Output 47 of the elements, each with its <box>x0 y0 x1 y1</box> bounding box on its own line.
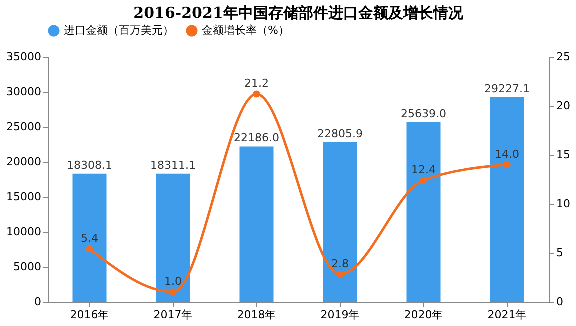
bar <box>156 174 190 302</box>
point <box>253 90 260 98</box>
y2-tick-label: 20 <box>556 100 570 112</box>
y-tick-label: 15000 <box>6 190 42 204</box>
y2-tick-label: 10 <box>556 198 570 210</box>
data-label: 22186.0 <box>234 132 280 145</box>
y2-tick-label: 0 <box>556 296 564 308</box>
data-label: 2.8 <box>332 258 349 271</box>
data-label: 21.2 <box>244 77 269 90</box>
data-label: 5.4 <box>81 232 98 246</box>
x-tick-label: 2019年 <box>320 308 360 322</box>
data-label: 18311.1 <box>150 158 196 172</box>
point <box>86 246 94 253</box>
y2-tick-label: 15 <box>556 148 570 162</box>
y-tick-label: 10000 <box>6 226 42 238</box>
y-tick-label: 5000 <box>14 260 42 274</box>
chart-title: 2016-2021年中国存储部件进口金额及增长情况 <box>134 4 464 22</box>
data-label: 1.0 <box>164 275 182 288</box>
legend-label: 进口金额（百万美元） <box>64 24 174 37</box>
data-label: 14.0 <box>495 148 520 161</box>
point <box>420 176 428 184</box>
y-tick-label: 30000 <box>6 86 42 98</box>
x-tick-label: 2018年 <box>237 308 276 322</box>
point <box>170 288 177 296</box>
x-tick-label: 2016年 <box>70 308 110 322</box>
x-tick-label: 2020年 <box>404 308 444 322</box>
data-label: 25639.0 <box>401 108 446 121</box>
point <box>504 161 511 168</box>
y2-tick-label: 25 <box>556 50 570 64</box>
data-label: 18308.1 <box>67 158 112 172</box>
y-tick-label: 35000 <box>6 50 42 64</box>
y-tick-label: 20000 <box>6 156 42 168</box>
data-label: 12.4 <box>412 163 436 176</box>
bar <box>323 142 358 302</box>
bar <box>72 174 107 302</box>
data-label: 29227.1 <box>484 82 530 96</box>
y-tick-label: 0 <box>34 296 42 308</box>
y-tick-label: 25000 <box>6 120 42 134</box>
data-label: 22805.9 <box>318 127 363 140</box>
x-tick-label: 2021年 <box>488 308 527 322</box>
bar <box>406 122 441 302</box>
bar <box>490 97 524 302</box>
x-tick-label: 2017年 <box>154 308 193 322</box>
y2-tick-label: 5 <box>556 246 564 260</box>
bar <box>240 146 274 302</box>
point <box>336 271 344 278</box>
legend-label: 金额增长率（%） <box>202 24 290 37</box>
